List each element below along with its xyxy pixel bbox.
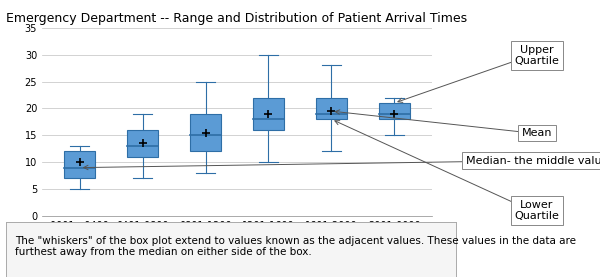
FancyBboxPatch shape — [190, 114, 221, 152]
FancyBboxPatch shape — [379, 103, 410, 119]
Text: Mean: Mean — [522, 128, 552, 138]
Text: Upper
Quartile: Upper Quartile — [515, 45, 559, 66]
Text: Median- the middle value: Median- the middle value — [466, 156, 600, 166]
Text: The "whiskers" of the box plot extend to values known as the adjacent values. Th: The "whiskers" of the box plot extend to… — [15, 236, 576, 257]
FancyBboxPatch shape — [253, 98, 284, 130]
FancyBboxPatch shape — [64, 152, 95, 178]
FancyBboxPatch shape — [127, 130, 158, 157]
Text: Lower
Quartile: Lower Quartile — [515, 200, 559, 221]
Title: Emergency Department -- Range and Distribution of Patient Arrival Times: Emergency Department -- Range and Distri… — [7, 12, 467, 25]
FancyBboxPatch shape — [316, 98, 347, 119]
